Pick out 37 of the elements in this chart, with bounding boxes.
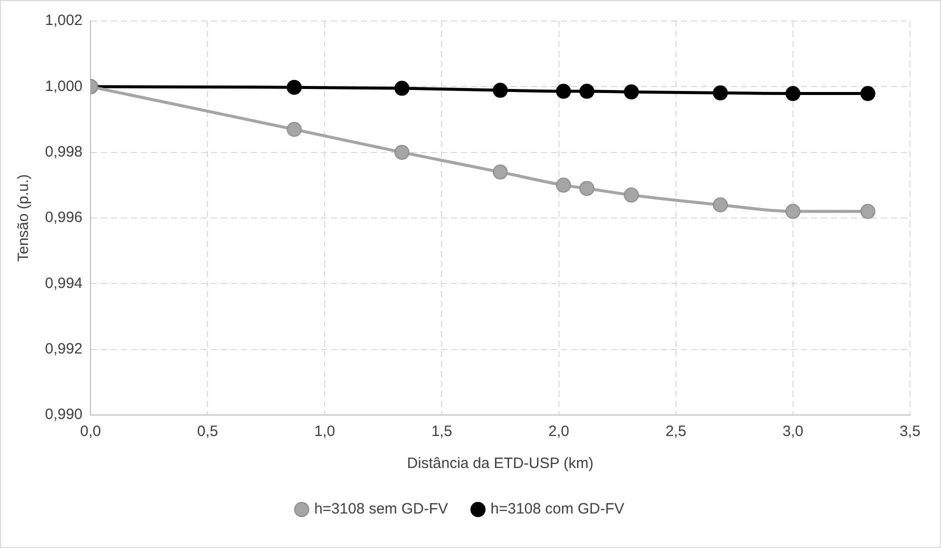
legend-label: h=3108 com GD-FV: [490, 500, 624, 518]
x-tick-label: 3,5: [900, 423, 920, 440]
y-tick-label: 1,000: [44, 78, 83, 95]
point: [785, 86, 800, 102]
point: [556, 84, 571, 99]
y-tick-label: 0,994: [44, 274, 83, 292]
x-axis-title: Distância da ETD-USP (km): [407, 455, 594, 472]
point: [624, 84, 639, 100]
x-tick-label: 1,0: [314, 423, 336, 440]
point: [492, 164, 508, 180]
point: [624, 188, 639, 203]
x-tick-label: 2,0: [548, 423, 570, 440]
point: [579, 180, 594, 196]
point: [394, 144, 410, 160]
x-tick-label: 0,0: [80, 423, 101, 440]
x-tick-label: 2,5: [665, 423, 686, 440]
x-tick-label: 1,5: [431, 423, 452, 440]
point: [860, 86, 876, 102]
y-tick-label: 0,996: [44, 209, 83, 226]
point: [712, 85, 728, 100]
point: [286, 122, 302, 137]
point: [286, 80, 302, 95]
point: [785, 204, 800, 219]
point: [579, 84, 594, 99]
point: [492, 82, 508, 98]
x-tick-label: 3,0: [782, 423, 804, 440]
y-axis-title: Tensão (p.u.): [15, 174, 32, 262]
point: [860, 204, 876, 219]
point: [712, 197, 728, 212]
legend-label: h=3108 sem GD-FV: [314, 500, 448, 518]
y-tick-label: 1,002: [44, 12, 83, 30]
x-tick-label: 0,5: [197, 423, 218, 440]
y-tick-label: 0,992: [44, 340, 83, 358]
y-tick-label: 0,990: [44, 406, 83, 424]
point: [394, 80, 410, 96]
y-tick-label: 0,998: [44, 143, 83, 160]
point: [556, 178, 571, 193]
